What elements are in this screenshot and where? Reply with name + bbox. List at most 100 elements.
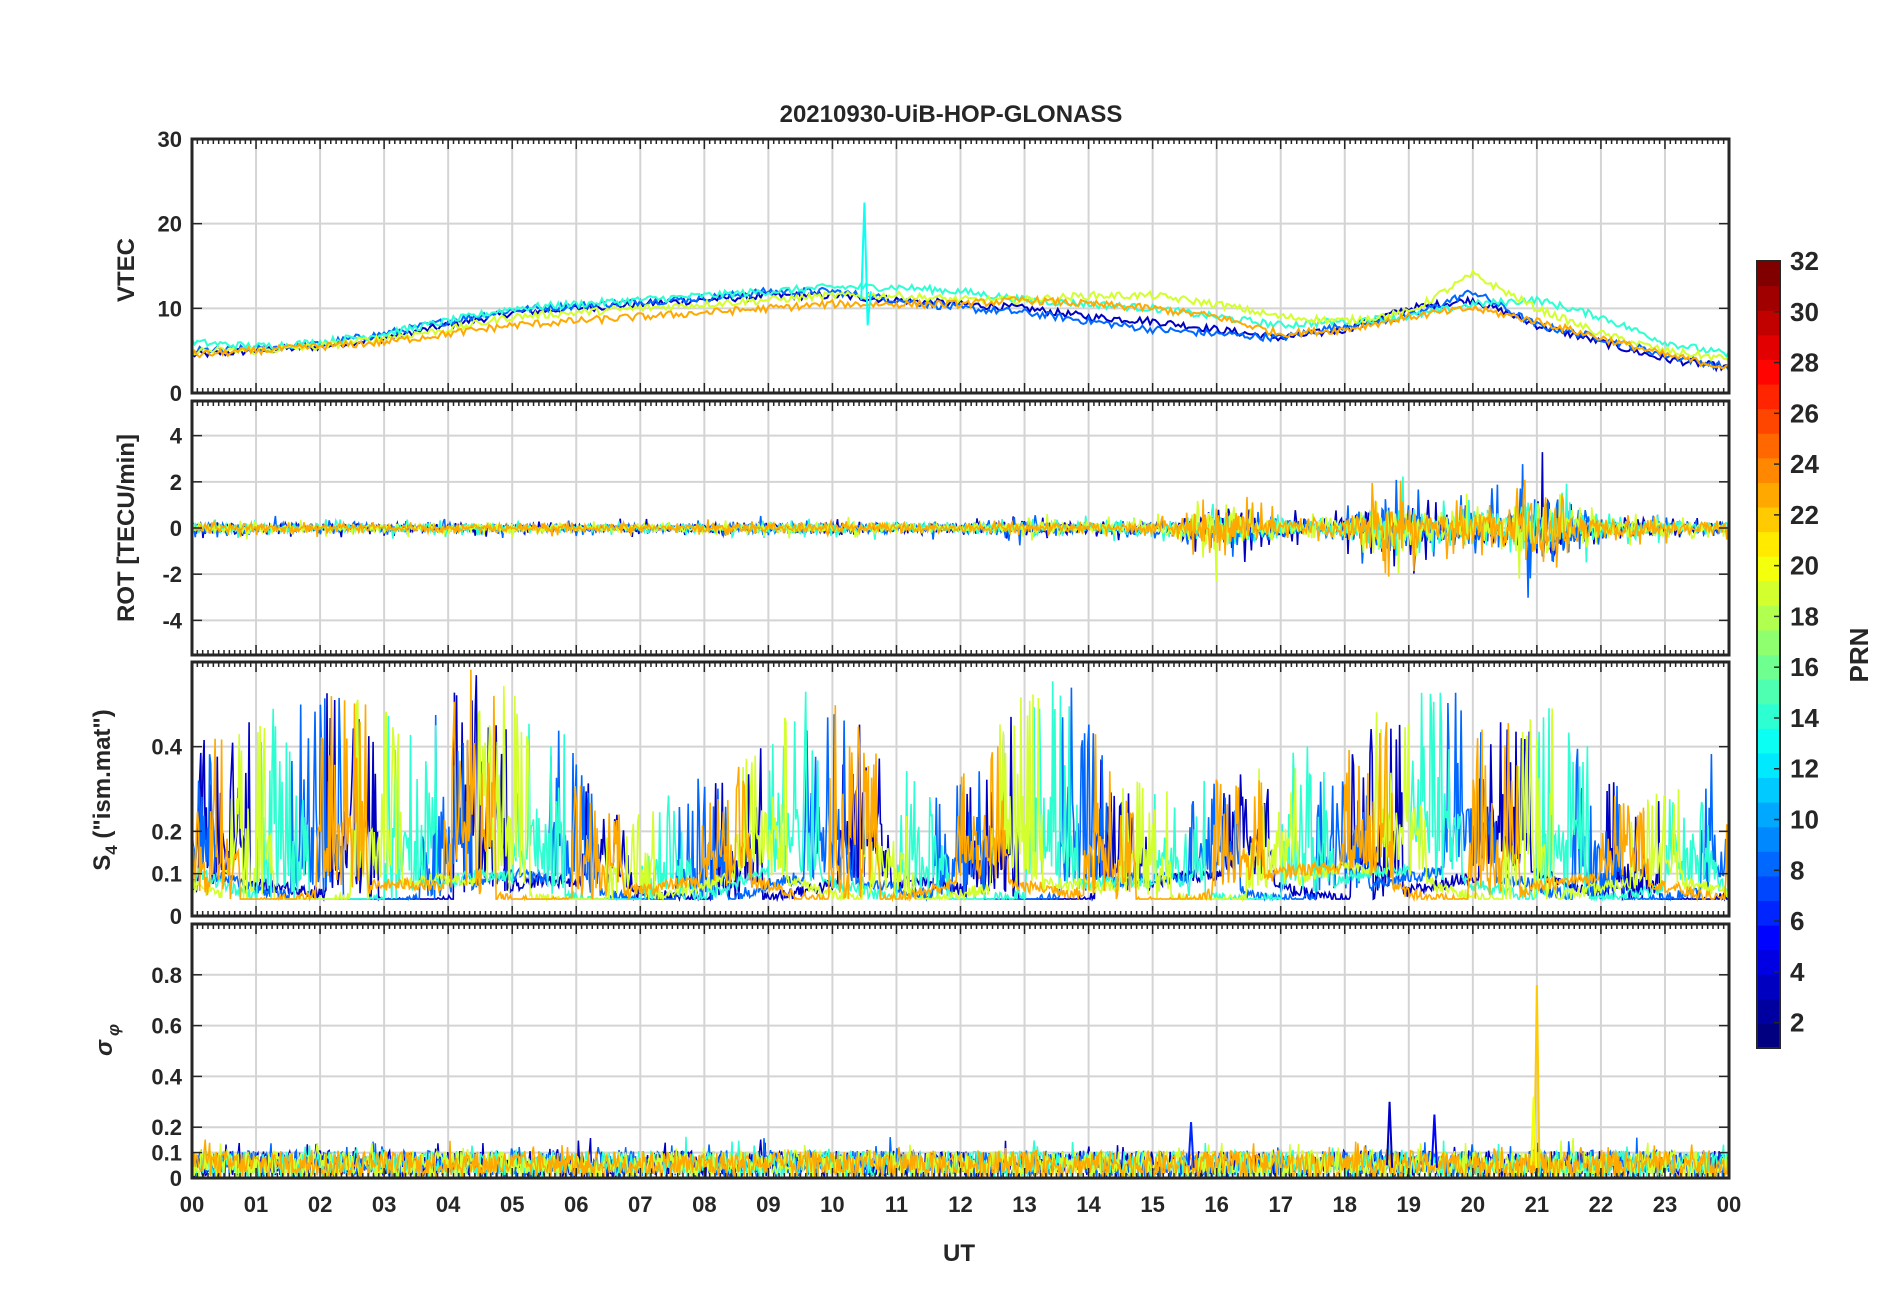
colorbar-step [1757,261,1780,287]
series-prn-8 [192,687,1729,902]
series-prn-23 [192,479,1729,577]
panel-sigphi: σφ 00.10.2 0.4 0.6 0.8 00 01 02 03 04 05 06 07 08 09 1… [91,922,1741,1217]
colorbar-step [1757,408,1780,434]
spike-prn-5 [1430,1114,1438,1168]
colorbar-step [1757,556,1780,582]
y-tick-label: 0.1 [151,862,182,887]
y-tick-label: 0.8 [151,963,182,988]
spike-prn-20 [1530,1096,1538,1168]
x-tick-label: 10 [820,1192,844,1217]
x-tick-label: 04 [436,1192,461,1217]
x-tick-label: 05 [500,1192,524,1217]
series-prn-19 [192,1137,1729,1178]
colorbar-tick-label: 4 [1790,957,1805,987]
colorbar-step [1757,802,1780,828]
colorbar-step [1757,998,1780,1025]
ylabel-sigphi-main: σ [91,1039,118,1056]
x-tick-label: 09 [756,1192,780,1217]
y-tick-label: 30 [158,127,182,152]
colorbar-step [1757,629,1780,656]
x-tick-label: 12 [948,1192,972,1217]
y-tick-label: 0 [170,381,182,406]
series-group [192,669,1729,903]
colorbar-step [1757,900,1780,926]
ylabel-s4-tail: ("ism.mat") [89,709,116,845]
colorbar-tick-label: 18 [1790,601,1819,631]
colorbar-tick-label: 2 [1790,1008,1804,1038]
x-tick-label: 20 [1461,1192,1485,1217]
colorbar-step [1757,679,1780,705]
x-tick-label: 16 [1204,1192,1228,1217]
spike-prn-22 [1533,984,1541,1168]
colorbar-tick-label: 22 [1790,500,1819,530]
ylabel-sigphi-sub: φ [104,1024,123,1036]
y-tick-label: -2 [162,562,182,587]
y-tick-label: 10 [158,296,182,321]
x-tick-label: 02 [308,1192,332,1217]
colorbar-step [1757,433,1780,459]
colorbar-step [1757,334,1780,360]
colorbar-step [1757,703,1780,729]
colorbar-step [1757,482,1780,508]
colorbar-tick-label: 28 [1790,348,1819,378]
x-tick-label: 19 [1397,1192,1421,1217]
series-prn-3 [192,675,1729,903]
x-tick-label: 22 [1589,1192,1613,1217]
colorbar-step [1757,383,1780,410]
colorbar-step [1757,875,1780,902]
panel-rot: ROT [TECU/min] -4 -2 0 2 4 [113,399,1731,657]
colorbar-tick-label: 10 [1790,805,1819,835]
series-group [192,452,1729,598]
colorbar-tick-label: 32 [1790,246,1819,276]
x-tick-label: 00 [1717,1192,1741,1217]
y-tick-label: 0 [170,516,182,541]
colorbar-step [1757,310,1780,336]
y-tick-label: 0 [170,904,182,929]
ylabel-sigphi: σφ [91,1024,123,1056]
x-tick-label: 14 [1076,1192,1101,1217]
colorbar-tick-label: 24 [1790,449,1819,479]
colorbar-step [1757,605,1780,631]
y-tick-label: 0.4 [151,735,182,760]
series-prn-23 [192,669,1729,903]
colorbar-step [1757,457,1780,483]
y-tick-label: 0.4 [151,1064,182,1089]
y-tick-label: 0.6 [151,1014,182,1039]
panel-vtec: VTEC 0 10 20 30 [113,127,1731,406]
series-group [192,202,1729,373]
y-tick-label: 0.1 [151,1141,182,1166]
x-tick-label: 00 [180,1192,204,1217]
colorbar-step [1757,506,1780,533]
panel-s4: S4 ("ism.mat") 0 0.1 0.2 0.4 [89,660,1731,929]
y-tick-label: 0.2 [151,1115,182,1140]
x-tick-label: 18 [1333,1192,1357,1217]
colorbar-tick-label: 16 [1790,652,1819,682]
x-tick-label: 08 [692,1192,716,1217]
x-tick-label: 15 [1140,1192,1164,1217]
colorbar-step [1757,285,1780,311]
x-tick-label: 01 [244,1192,268,1217]
x-tick-label: 21 [1525,1192,1549,1217]
x-axis-label: UT [943,1240,975,1267]
colorbar-tick-label: 26 [1790,398,1819,428]
y-tick-label: -4 [162,608,182,633]
x-tick-label: 17 [1268,1192,1292,1217]
series-prn-23 [192,294,1729,370]
colorbar-step [1757,777,1780,803]
colorbar-step [1757,752,1780,779]
colorbar-tick-label: 30 [1790,297,1819,327]
ylabel-s4-sub: 4 [102,845,121,855]
colorbar-step [1757,949,1780,975]
colorbar-step [1757,654,1780,680]
colorbar-step [1757,851,1780,877]
colorbar-label: PRN [1844,628,1874,683]
series-prn-19 [192,685,1729,903]
colorbar-step [1757,925,1780,951]
spike-prn-6 [1187,1122,1195,1168]
colorbar-tick-label: 6 [1790,906,1804,936]
colorbar-step [1757,826,1780,852]
spike-prn-3 [1386,1101,1394,1168]
colorbar-tick-label: 14 [1790,703,1819,733]
colorbar-tick-label: 20 [1790,551,1819,581]
